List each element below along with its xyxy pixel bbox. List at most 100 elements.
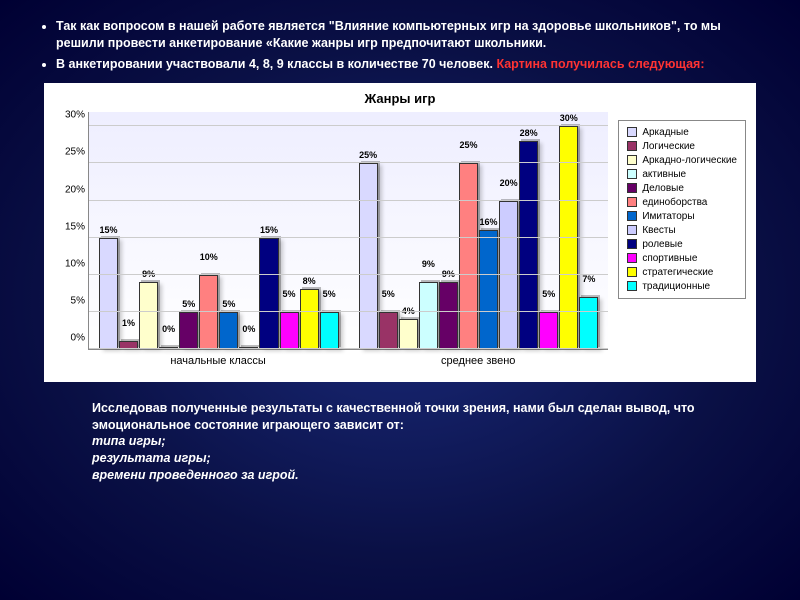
legend-item: ролевые [627, 239, 737, 250]
conclusion: Исследовав полученные результаты с качес… [32, 394, 768, 484]
legend-item: стратегические [627, 267, 737, 278]
bar-value-label: 0% [162, 324, 175, 334]
legend-item: Имитаторы [627, 211, 737, 222]
legend-swatch [627, 253, 637, 263]
y-tick: 25% [57, 147, 85, 158]
bar-value-label: 5% [542, 289, 555, 299]
y-tick: 0% [57, 332, 85, 343]
bar-value-label: 5% [182, 299, 195, 309]
legend-label: Аркадно-логические [642, 155, 737, 166]
y-tick: 20% [57, 184, 85, 195]
y-tick: 10% [57, 258, 85, 269]
chart-panel: Жанры игр 15%1%9%0%5%10%5%0%15%5%8%5%25%… [44, 83, 756, 382]
legend-swatch [627, 183, 637, 193]
x-label: начальные классы [88, 352, 348, 372]
legend-swatch [627, 197, 637, 207]
legend: Аркадные Логические Аркадно-логические акти… [618, 120, 746, 299]
legend-label: ролевые [642, 239, 682, 250]
conclusion-line-2: типа игры; [92, 434, 166, 448]
legend-swatch [627, 127, 637, 137]
bar-value-label: 5% [222, 299, 235, 309]
bar: 9% [139, 282, 158, 349]
x-label: среднее звено [348, 352, 608, 372]
bar-group: 15%1%9%0%5%10%5%0%15%5%8%5% [89, 112, 349, 349]
bar: 28% [519, 141, 538, 348]
legend-label: Квесты [642, 225, 675, 236]
bar-value-label: 15% [99, 225, 117, 235]
conclusion-line-1: Исследовав полученные результаты с качес… [92, 400, 756, 434]
bar: 5% [219, 312, 238, 349]
bar-value-label: 10% [200, 252, 218, 262]
bar: 5% [280, 312, 299, 349]
legend-item: спортивные [627, 253, 737, 264]
bar: 20% [499, 201, 518, 349]
legend-label: Аркадные [642, 127, 689, 138]
bar-value-label: 7% [582, 274, 595, 284]
bar: 10% [199, 275, 218, 349]
legend-item: единоборства [627, 197, 737, 208]
intro-text: Так как вопросом в нашей работе является… [32, 18, 768, 73]
legend-label: спортивные [642, 253, 697, 264]
bar: 25% [459, 163, 478, 348]
legend-item: Аркадно-логические [627, 155, 737, 166]
bar: 5% [320, 312, 339, 349]
legend-swatch [627, 225, 637, 235]
bar-value-label: 16% [480, 217, 498, 227]
bar: 5% [539, 312, 558, 349]
bar-value-label: 9% [422, 259, 435, 269]
bar: 15% [99, 238, 118, 349]
legend-label: традиционные [642, 281, 710, 292]
bar: 15% [259, 238, 278, 349]
legend-item: Логические [627, 141, 737, 152]
conclusion-line-3: результата игры; [92, 451, 211, 465]
bar: 7% [579, 297, 598, 349]
legend-item: активные [627, 169, 737, 180]
bar-value-label: 5% [283, 289, 296, 299]
legend-label: единоборства [642, 197, 707, 208]
legend-label: активные [642, 169, 686, 180]
legend-item: Квесты [627, 225, 737, 236]
plot: 15%1%9%0%5%10%5%0%15%5%8%5%25%5%4%9%9%25… [88, 112, 608, 350]
bar-value-label: 5% [323, 289, 336, 299]
plot-wrap: 15%1%9%0%5%10%5%0%15%5%8%5%25%5%4%9%9%25… [54, 112, 608, 372]
legend-item: традиционные [627, 281, 737, 292]
bar-value-label: 8% [303, 276, 316, 286]
legend-label: Деловые [642, 183, 684, 194]
bar: 9% [419, 282, 438, 349]
bar-value-label: 20% [500, 178, 518, 188]
bar: 5% [179, 312, 198, 349]
legend-swatch [627, 267, 637, 277]
bar-value-label: 15% [260, 225, 278, 235]
legend-swatch [627, 211, 637, 221]
bar-value-label: 1% [122, 318, 135, 328]
intro-bullet-1: Так как вопросом в нашей работе является… [56, 18, 768, 52]
legend-swatch [627, 239, 637, 249]
chart-title: Жанры игр [54, 91, 746, 106]
legend-label: Имитаторы [642, 211, 694, 222]
bar: 4% [399, 319, 418, 349]
bar: 8% [300, 289, 319, 348]
legend-swatch [627, 281, 637, 291]
bar-group: 25%5%4%9%9%25%16%20%28%5%30%7% [349, 112, 609, 349]
bar-value-label: 5% [382, 289, 395, 299]
bar: 30% [559, 126, 578, 348]
legend-item: Деловые [627, 183, 737, 194]
bar-groups: 15%1%9%0%5%10%5%0%15%5%8%5%25%5%4%9%9%25… [89, 112, 608, 349]
legend-swatch [627, 155, 637, 165]
legend-swatch [627, 169, 637, 179]
bar: 25% [359, 163, 378, 348]
legend-label: стратегические [642, 267, 713, 278]
bar: 5% [379, 312, 398, 349]
bar-value-label: 25% [359, 150, 377, 160]
bar-value-label: 0% [242, 324, 255, 334]
bar-value-label: 30% [560, 113, 578, 123]
x-axis-labels: начальные классысреднее звено [88, 352, 608, 372]
y-tick: 5% [57, 295, 85, 306]
legend-swatch [627, 141, 637, 151]
bar: 16% [479, 230, 498, 349]
y-tick: 30% [57, 110, 85, 121]
chart-area: 15%1%9%0%5%10%5%0%15%5%8%5%25%5%4%9%9%25… [54, 112, 746, 372]
bar-value-label: 25% [459, 140, 477, 150]
bar-value-label: 28% [520, 128, 538, 138]
intro-bullet-2: В анкетировании участвовали 4, 8, 9 клас… [56, 56, 768, 73]
